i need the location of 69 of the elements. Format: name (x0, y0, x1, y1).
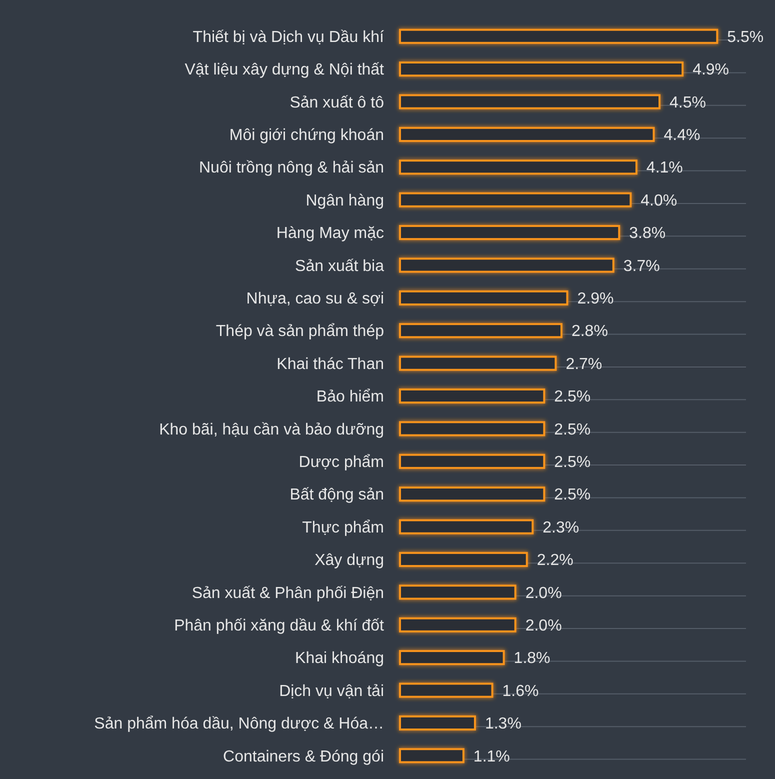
y-tick-label: Sản xuất ô tô (290, 94, 384, 112)
data-label: 2.8% (571, 323, 608, 340)
bar (399, 552, 528, 568)
bar (399, 94, 660, 110)
y-tick-label: Thép và sản phẩm thép (216, 323, 384, 340)
y-tick-label: Nuôi trồng nông & hải sản (198, 160, 384, 177)
y-tick-label: Bảo hiểm (316, 388, 384, 406)
bar (399, 486, 546, 502)
y-tick-label: Ngân hàng (306, 192, 384, 210)
bar (399, 290, 568, 306)
y-tick-label: Xây dựng (314, 552, 384, 570)
data-label: 4.5% (670, 94, 706, 112)
bar (399, 356, 557, 371)
bar (399, 650, 505, 666)
bar (399, 258, 614, 273)
bar (399, 160, 638, 175)
data-label: 5.5% (727, 28, 764, 46)
y-tick-label: Dược phẩm (298, 454, 384, 471)
data-label: 1.3% (484, 716, 522, 733)
bar (399, 617, 516, 632)
bar (399, 682, 494, 698)
y-tick-label: Vật liệu xây dựng & Nội thất (184, 62, 385, 79)
y-tick-label: Thực phẩm (302, 519, 384, 536)
y-tick-label: Phân phối xăng dầu & khí đốt (174, 617, 385, 634)
y-tick-label: Sản xuất & Phân phối Điện (192, 584, 384, 602)
y-tick-label: Hàng May mặc (276, 225, 384, 242)
y-tick-label: Nhựa, cao su & sợi (246, 290, 384, 308)
bar (399, 126, 655, 142)
data-label: 4.1% (646, 160, 683, 177)
data-label: 2.0% (525, 584, 562, 602)
data-label: 2.2% (536, 552, 574, 570)
data-label: 1.1% (473, 748, 510, 766)
data-label: 2.9% (577, 290, 614, 308)
data-label: 1.6% (502, 682, 539, 700)
data-label: 2.5% (554, 454, 591, 471)
data-label: 1.8% (514, 650, 550, 668)
bar (399, 584, 516, 600)
y-tick-label: Sản phẩm hóa dầu, Nông dược & Hóa… (94, 716, 384, 733)
y-tick-label: Khai khoáng (295, 650, 384, 668)
data-label: 2.3% (542, 519, 580, 536)
y-tick-label: Kho bãi, hậu cần và bảo dưỡng (159, 421, 384, 438)
bar (399, 454, 546, 469)
data-label: 3.7% (623, 258, 660, 275)
bar (399, 715, 476, 730)
data-label: 4.4% (664, 127, 700, 144)
data-label: 4.9% (692, 62, 730, 79)
data-label: 2.5% (554, 421, 591, 438)
y-tick-label: Containers & Đóng gói (223, 748, 384, 766)
bar (399, 748, 464, 764)
bar (399, 323, 562, 338)
bar (399, 224, 620, 240)
data-label: 2.7% (566, 356, 602, 373)
bar (399, 421, 546, 436)
data-label: 2.5% (554, 388, 591, 406)
y-tick-label: Thiết bị và Dịch vụ Dầu khí (192, 28, 385, 46)
data-label: 2.5% (554, 486, 591, 504)
data-label: 3.8% (629, 225, 666, 242)
y-tick-label: Dịch vụ vận tải (279, 682, 384, 700)
y-tick-label: Khai thác Than (276, 356, 384, 373)
bar (399, 388, 546, 404)
data-label: 2.0% (525, 617, 562, 634)
y-tick-label: Sản xuất bia (295, 258, 384, 275)
bar (399, 62, 684, 77)
y-tick-label: Môi giới chứng khoán (229, 127, 384, 144)
bar (399, 28, 718, 44)
data-label: 4.0% (640, 192, 678, 210)
y-tick-label: Bất động sản (290, 486, 384, 504)
bar (399, 192, 632, 208)
bar (399, 519, 534, 534)
